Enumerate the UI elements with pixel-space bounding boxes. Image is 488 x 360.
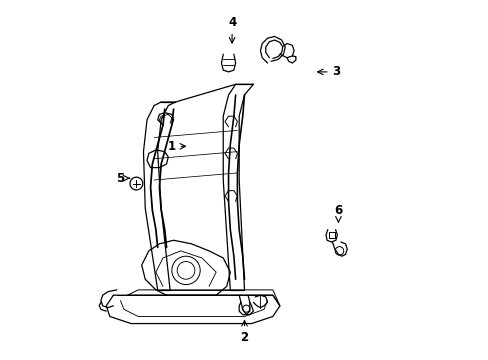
Text: 1: 1 [167,140,185,153]
Text: 2: 2 [240,320,248,344]
Text: 5: 5 [115,172,129,185]
Text: 3: 3 [317,66,340,78]
Bar [328,232,334,238]
Text: 4: 4 [227,16,236,43]
Text: 6: 6 [334,204,342,222]
